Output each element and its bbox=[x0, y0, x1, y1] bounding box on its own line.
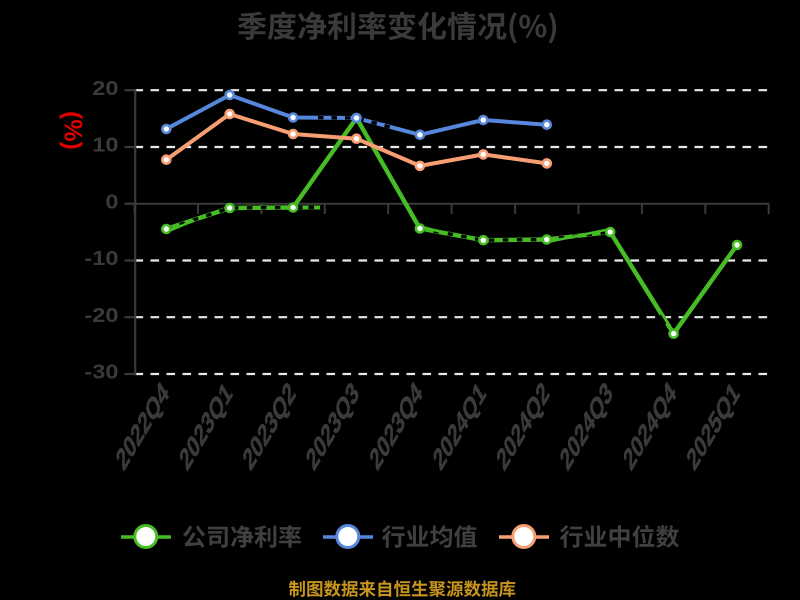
svg-text:10: 10 bbox=[92, 133, 118, 156]
svg-text:0: 0 bbox=[105, 190, 118, 213]
svg-text:(%): (%) bbox=[59, 111, 87, 150]
svg-text:-10: -10 bbox=[84, 247, 118, 270]
svg-text:20: 20 bbox=[92, 76, 118, 99]
svg-text:-30: -30 bbox=[84, 360, 118, 383]
svg-text:-20: -20 bbox=[84, 303, 118, 326]
